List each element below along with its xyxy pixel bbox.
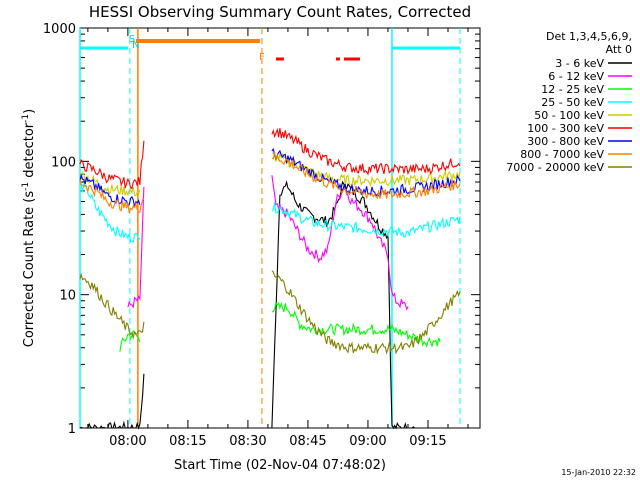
series-line-2-part-1 — [127, 186, 145, 309]
series-line-9-part-1 — [79, 272, 145, 340]
x-tick-label: 08:45 — [289, 434, 326, 449]
legend-label: 3 - 6 keV — [555, 57, 604, 70]
series-line-4-part-2 — [271, 202, 461, 238]
plot-frame — [79, 27, 481, 429]
plot-area: 1 10 100 1000 08:00 08:15 08:30 08:45 09:00 09:15… — [43, 22, 481, 449]
x-tick-label: 08:30 — [229, 434, 266, 449]
x-tick-label: 08:00 — [109, 434, 146, 449]
legend-label: 6 - 12 keV — [548, 70, 604, 83]
x-axis-label: Start Time (02-Nov-04 07:48:02) — [174, 458, 386, 473]
legend-label: 300 - 800 keV — [527, 135, 604, 148]
series-line-9-part-2 — [271, 270, 461, 355]
series-line-5-part-2 — [271, 152, 461, 187]
footer-timestamp: 15-Jan-2010 22:32 — [561, 468, 636, 477]
series-line-3-part-2 — [271, 301, 441, 348]
series-line-1-part-1 — [79, 373, 145, 430]
y-tick-label: 10 — [59, 289, 76, 304]
legend-label: 100 - 300 keV — [527, 122, 604, 135]
x-tick-label: 08:15 — [169, 434, 206, 449]
legend-label: 12 - 25 keV — [541, 83, 604, 96]
legend-label: 7000 - 20000 keV — [506, 161, 604, 174]
series-line-2-part-2 — [271, 175, 409, 311]
y-tick-label: 1 — [68, 422, 76, 437]
flag-letter-n: N — [132, 40, 139, 51]
legend-header-line1: Det 1,3,4,5,6,9, — [546, 30, 632, 43]
series-line-4-part-1 — [79, 181, 141, 244]
legend-label: 50 - 100 keV — [534, 109, 604, 122]
series-line-5-part-1 — [79, 170, 141, 197]
chart-title: HESSI Observing Summary Count Rates, Cor… — [89, 3, 471, 21]
series-line-6-part-2 — [271, 127, 461, 176]
x-tick-label: 09:15 — [409, 434, 446, 449]
series-line-6-part-1 — [79, 140, 145, 190]
series-line-7-part-1 — [79, 174, 141, 207]
flag-letter-f: F — [259, 52, 265, 63]
y-axis-label: Corrected Count Rate (s-1 detector-1) — [21, 109, 37, 347]
y-tick-label: 1000 — [43, 22, 76, 37]
flag-letter-s: S — [129, 34, 135, 45]
x-tick-label: 09:00 — [349, 434, 386, 449]
series-line-1-part-2 — [271, 180, 416, 430]
series-line-8-part-2 — [271, 152, 461, 200]
legend-label: 25 - 50 keV — [541, 96, 604, 109]
y-tick-label: 100 — [51, 155, 76, 170]
legend-header-line2: Att 0 — [606, 43, 632, 56]
series-line-8-part-1 — [79, 179, 145, 214]
series-line-3-part-1 — [119, 330, 141, 352]
legend-label: 800 - 7000 keV — [520, 148, 604, 161]
